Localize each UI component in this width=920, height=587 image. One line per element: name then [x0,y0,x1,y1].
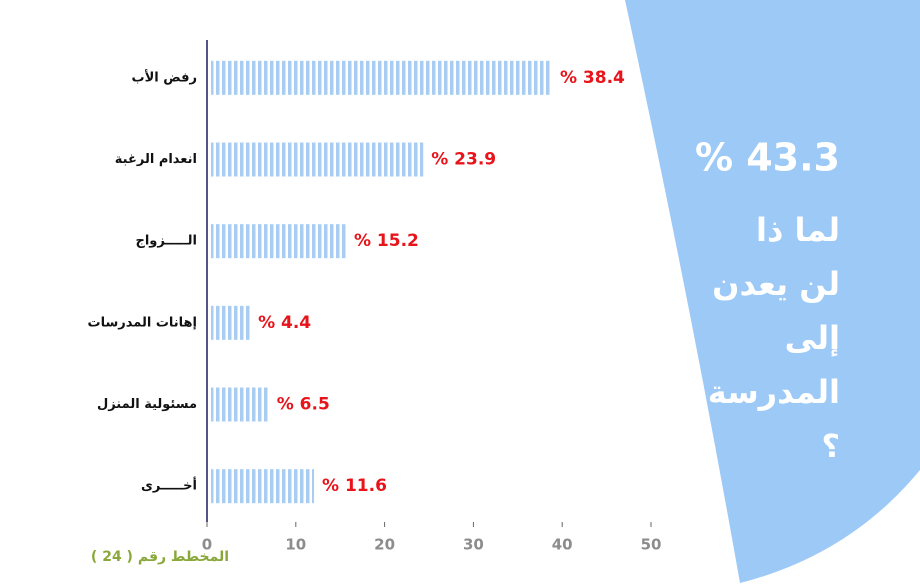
y-tick-label: انعدام الرغبة [115,152,197,167]
x-tick-label: 10 [285,536,306,554]
x-tick-label: 40 [552,536,573,554]
x-tick-label: 20 [374,536,395,554]
bar [211,142,424,177]
bar [211,387,269,422]
question-line: لما ذا [756,211,840,249]
value-label: % 15.2 [354,231,419,251]
value-label: % 6.5 [277,395,330,415]
y-tick-label: مسئولية المنزل [97,397,197,412]
question-line: المدرسة [708,373,840,411]
question-line: لن يعدن [712,265,840,303]
y-tick-label: أخـــــرى [141,477,197,494]
y-tick-label: إهانات المدرسات [88,315,197,330]
y-tick-label: الـــــزواج [135,234,197,249]
value-label: % 23.9 [431,150,496,170]
value-label: % 4.4 [258,313,311,333]
bar [211,305,251,340]
bar [211,224,346,259]
question-line: إلى [785,319,840,358]
highlight-label: % 43.3 [695,136,840,180]
value-label: % 11.6 [322,476,387,496]
value-label: % 38.4 [560,68,625,88]
caption: المخطط رقم ( 24 ) [91,549,229,565]
question-line: ؟ [821,427,840,465]
x-tick-label: 0 [202,536,212,554]
x-tick-label: 30 [463,536,484,554]
y-tick-label: رفض الأب [132,68,197,85]
x-tick-label: 50 [641,536,662,554]
highlight-wedge [625,0,920,583]
bar [211,469,315,504]
bar [211,60,552,95]
